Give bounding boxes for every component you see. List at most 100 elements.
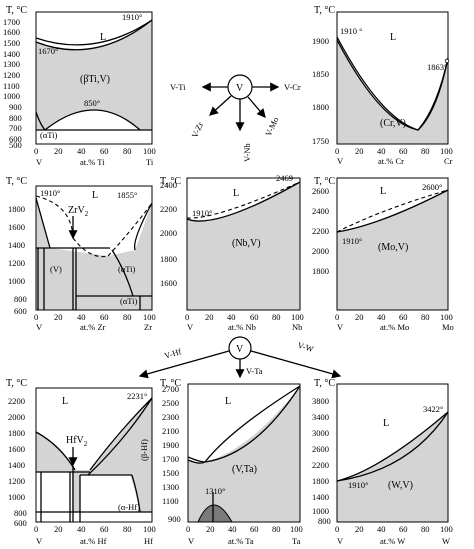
- annot-1670: 1670°: [38, 46, 58, 56]
- label-l: L: [62, 396, 68, 407]
- panel-v-mo: T, °C L 2600° 1910° (Mo,V) 2600 2400 220…: [312, 176, 454, 332]
- phase-w-v: (W,V): [388, 480, 413, 491]
- svg-text:1100: 1100: [162, 496, 179, 506]
- svg-text:1400: 1400: [312, 492, 329, 502]
- compound-zrv2: ZrV2: [68, 205, 89, 218]
- annot-1863: 1863°: [427, 62, 447, 72]
- svg-text:20: 20: [355, 312, 364, 322]
- svg-text:Zr: Zr: [144, 322, 152, 332]
- svg-text:V: V: [337, 322, 344, 332]
- annot-3422: 3422°: [423, 404, 443, 414]
- svg-text:1900: 1900: [162, 440, 179, 450]
- svg-text:1600: 1600: [160, 278, 177, 288]
- arm-v-zr: V-Zr: [189, 120, 205, 139]
- arm-v-cr: V-Cr: [284, 82, 301, 92]
- label-l: L: [233, 188, 239, 199]
- svg-text:1800: 1800: [312, 476, 329, 486]
- svg-text:40: 40: [377, 312, 386, 322]
- svg-text:Ta: Ta: [292, 536, 301, 546]
- svg-text:80: 80: [123, 312, 132, 322]
- x-ticks: 0 20 40 60 80 100: [34, 312, 156, 322]
- svg-text:1800: 1800: [8, 204, 25, 214]
- svg-text:800: 800: [14, 508, 27, 518]
- svg-text:0: 0: [34, 524, 38, 534]
- label-l: L: [383, 418, 389, 429]
- svg-text:0: 0: [335, 312, 339, 322]
- svg-text:100: 100: [440, 524, 453, 534]
- y-axis-title: T, °C: [314, 176, 335, 187]
- svg-text:40: 40: [377, 146, 386, 156]
- svg-text:V: V: [337, 536, 344, 546]
- svg-text:1400: 1400: [8, 240, 25, 250]
- svg-text:2300: 2300: [162, 412, 179, 422]
- y-axis-title: T, °C: [6, 5, 27, 16]
- svg-text:600: 600: [14, 306, 27, 316]
- svg-text:1600: 1600: [8, 222, 25, 232]
- y-ticks: 2600 2400 2200 2000 1800: [312, 186, 329, 276]
- svg-text:Nb: Nb: [292, 322, 302, 332]
- panel-v-cr: T, °C L 1910 ° 1863° (Cr,V) 1900 1850 18…: [312, 5, 453, 166]
- svg-text:40: 40: [227, 312, 236, 322]
- svg-text:2000: 2000: [160, 228, 177, 238]
- svg-text:1000: 1000: [8, 492, 25, 502]
- svg-text:1500: 1500: [162, 468, 179, 478]
- x-ticks: 0 20 40 60 80 100: [185, 312, 304, 322]
- svg-text:1300: 1300: [3, 59, 20, 69]
- svg-text:2100: 2100: [162, 426, 179, 436]
- svg-text:0: 0: [185, 312, 189, 322]
- svg-text:1600: 1600: [3, 27, 20, 37]
- hub-center: V: [236, 83, 244, 94]
- phase-alpha-ti-lower: (αTi): [120, 296, 138, 306]
- annot-1910: 1910°: [348, 480, 368, 490]
- svg-text:1800: 1800: [312, 102, 329, 112]
- phase-v: (V): [50, 264, 62, 274]
- annot-1310: 1310°: [205, 486, 225, 496]
- svg-text:2000: 2000: [8, 412, 25, 422]
- svg-text:at.% Mo: at.% Mo: [380, 322, 409, 332]
- panel-v-nb: T, °C L 2469 1910° (Nb,V) 2400 2200 2000…: [160, 173, 304, 332]
- svg-text:1600: 1600: [8, 444, 25, 454]
- svg-text:60: 60: [399, 312, 408, 322]
- svg-text:60: 60: [250, 312, 259, 322]
- svg-text:20: 20: [355, 146, 364, 156]
- svg-text:100: 100: [143, 312, 156, 322]
- svg-text:60: 60: [250, 524, 259, 534]
- y-ticks: 1900 1850 1800 1750: [312, 36, 329, 146]
- y-ticks: 2700 2500 2300 2100 1900 1700 1500 1300 …: [162, 384, 181, 524]
- arm-v-ta: V-Ta: [246, 366, 263, 376]
- y-axis-title: T, °C: [6, 378, 27, 389]
- x-ticks: 0 20 40 60 80 100: [335, 312, 453, 322]
- hub-bottom: V V-Hf V-Ta V-W: [138, 336, 342, 379]
- svg-text:900: 900: [168, 514, 181, 524]
- svg-text:1750: 1750: [312, 136, 329, 146]
- svg-text:3400: 3400: [312, 412, 329, 422]
- svg-text:2200: 2200: [160, 204, 177, 214]
- svg-text:1000: 1000: [8, 276, 25, 286]
- svg-text:2200: 2200: [8, 396, 25, 406]
- svg-text:2500: 2500: [162, 398, 179, 408]
- svg-text:1300: 1300: [162, 482, 179, 492]
- svg-text:V: V: [188, 536, 195, 546]
- svg-text:V: V: [36, 322, 43, 332]
- x-ticks: 0 20 40 60 80 100: [186, 524, 303, 534]
- y-axis-title: T, °C: [6, 176, 27, 187]
- svg-text:900: 900: [9, 102, 22, 112]
- svg-text:1100: 1100: [3, 81, 20, 91]
- svg-text:0: 0: [335, 524, 339, 534]
- y-axis-title: T, °C: [160, 378, 181, 389]
- svg-text:1200: 1200: [8, 476, 25, 486]
- phase-nb-v: (Nb,V): [232, 238, 261, 249]
- svg-text:1000: 1000: [3, 91, 20, 101]
- svg-text:20: 20: [355, 524, 364, 534]
- label-l: L: [100, 32, 106, 43]
- svg-text:Mo: Mo: [442, 322, 454, 332]
- svg-text:Hf: Hf: [144, 536, 153, 546]
- svg-text:2200: 2200: [312, 226, 329, 236]
- svg-text:at.% Cr: at.% Cr: [378, 156, 404, 166]
- annot-2600: 2600°: [422, 182, 442, 192]
- svg-text:40: 40: [77, 524, 86, 534]
- svg-text:800: 800: [318, 516, 331, 526]
- panel-v-zr: T, °C L 1910° 1855° ZrV2 (V) (αTi) (αTi)…: [6, 176, 156, 332]
- svg-text:100: 100: [143, 524, 156, 534]
